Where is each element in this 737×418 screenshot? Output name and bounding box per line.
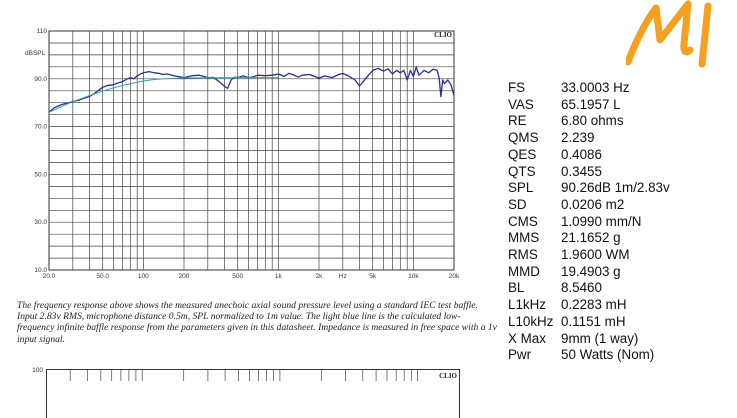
impedance-chart-partial: 100 CLIO — [32, 367, 460, 418]
parameter-name: X Max — [508, 330, 546, 346]
x-tick-label: 2k — [316, 273, 324, 280]
parameter-value: 0.4086 — [561, 146, 602, 162]
parameter-value: 90.26dB 1m/2.83v — [561, 180, 670, 196]
parameter-value: 2.239 — [561, 130, 595, 146]
parameter-value: 6.80 ohms — [561, 113, 624, 129]
y-tick-label: 90.0 — [34, 76, 47, 83]
mini-chart-y-label: 100 — [32, 367, 43, 374]
x-tick-label: 50.0 — [96, 273, 109, 280]
parameter-value: 33.0003 Hz — [561, 80, 630, 95]
parameter-name: RE — [508, 113, 527, 129]
parameter-name: QMS — [508, 130, 539, 146]
parameter-name: SPL — [508, 180, 534, 196]
y-tick-label: 30.0 — [34, 219, 47, 226]
parameter-value: 1.9600 WM — [561, 247, 630, 262]
mini-chart-grid — [69, 369, 418, 381]
brand-logo-icon — [626, 0, 712, 68]
parameter-value: 1.0990 mm/N — [561, 213, 642, 229]
parameter-value: 0.3455 — [561, 163, 602, 179]
parameter-value: 0.0206 m2 — [561, 196, 625, 212]
x-tick-label: 1k — [275, 273, 283, 280]
x-tick-label: Hz — [339, 273, 347, 280]
parameter-name: L1kHz — [508, 297, 546, 313]
x-tick-label: 20.0 — [43, 273, 56, 280]
grid-lines — [49, 31, 454, 270]
chart-caption: The frequency response above shows the m… — [17, 300, 497, 345]
parameter-value: 0.1151 mH — [561, 313, 626, 329]
parameter-name: CMS — [508, 213, 538, 229]
y-tick-label: 50.0 — [34, 171, 47, 178]
series-lines — [48, 66, 455, 113]
clio-brand-label: CLIO — [434, 31, 452, 39]
x-tick-label: 500 — [232, 273, 243, 280]
parameter-value: 19.4903 g — [561, 263, 621, 279]
parameter-name: SD — [508, 196, 527, 212]
x-tick-label: 100 — [138, 273, 149, 280]
y-tick-label: 70.0 — [34, 124, 47, 131]
parameter-name: QES — [508, 146, 537, 162]
parameter-value: 8.5460 — [561, 280, 602, 296]
y-tick-label: 10.0 — [34, 267, 47, 274]
x-tick-label: 200 — [179, 273, 190, 280]
frequency-response-chart: 10.0 30.0 50.0 70.0 90.0 110 20.0 50.0 100 200 50… — [25, 28, 460, 280]
y-axis-label: dBSPL — [25, 50, 46, 57]
parameter-value: 21.1652 g — [561, 230, 621, 246]
parameter-name: QTS — [508, 163, 536, 179]
measured-spl-line — [48, 66, 455, 113]
parameter-name: RMS — [508, 247, 538, 262]
parameter-value: 9mm (1 way) — [561, 330, 639, 346]
parameter-value: 65.1957 L — [561, 96, 621, 112]
parameter-value: 0.2283 mH — [561, 297, 627, 313]
parameter-name: BL — [508, 280, 525, 296]
y-tick-label: 110 — [37, 28, 48, 35]
parameter-value: 50 Watts (Nom) — [561, 347, 655, 363]
parameter-name: MMD — [508, 263, 540, 279]
x-tick-label: 5k — [369, 273, 377, 280]
y-tick-labels: 10.0 30.0 50.0 70.0 90.0 110 — [34, 28, 47, 274]
infinite-baffle-line — [48, 77, 279, 113]
x-tick-labels: 20.0 50.0 100 200 500 1k 2k Hz 5k 10k 20k — [43, 273, 460, 280]
parameter-name: Pwr — [508, 347, 532, 363]
parameter-name: VAS — [508, 96, 534, 112]
x-tick-label: 20k — [449, 273, 460, 280]
x-tick-label: 10k — [408, 273, 419, 280]
mini-chart-brand-label: CLIO — [439, 372, 457, 380]
parameter-name: FS — [508, 80, 526, 95]
parameter-name: MMS — [508, 230, 540, 246]
parameter-name: L10kHz — [508, 313, 554, 329]
